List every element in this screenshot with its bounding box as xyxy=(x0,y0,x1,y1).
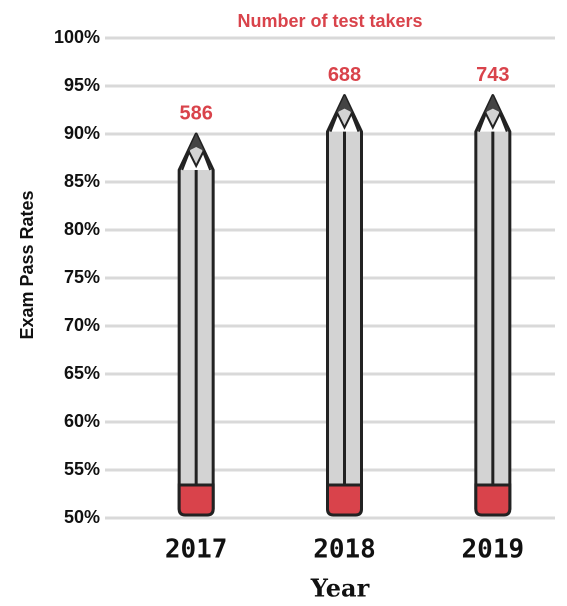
x-tick-label: 2018 xyxy=(313,535,376,565)
annotation-title: Number of test takers xyxy=(237,11,422,31)
y-tick-label: 95% xyxy=(64,75,100,95)
y-tick-label: 50% xyxy=(64,507,100,527)
data-label: 586 xyxy=(179,102,212,124)
pencil-eraser xyxy=(328,485,362,515)
y-tick-label: 85% xyxy=(64,171,100,191)
y-tick-label: 55% xyxy=(64,459,100,479)
y-tick-label: 70% xyxy=(64,315,100,335)
y-tick-label: 75% xyxy=(64,267,100,287)
y-axis-label: Exam Pass Rates xyxy=(17,190,37,339)
data-label: 688 xyxy=(328,64,361,86)
x-tick-label: 2019 xyxy=(462,535,525,565)
y-tick-label: 80% xyxy=(64,219,100,239)
data-label: 743 xyxy=(476,64,509,86)
x-tick-label: 2017 xyxy=(165,535,228,565)
chart: Number of test takers Exam Pass Rates Ye… xyxy=(0,0,567,606)
x-axis-label: Year xyxy=(310,574,370,603)
y-tick-label: 65% xyxy=(64,363,100,383)
y-tick-label: 60% xyxy=(64,411,100,431)
pencil-eraser xyxy=(179,485,213,515)
pencil-eraser xyxy=(476,485,510,515)
y-tick-label: 90% xyxy=(64,123,100,143)
y-tick-label: 100% xyxy=(54,27,100,47)
